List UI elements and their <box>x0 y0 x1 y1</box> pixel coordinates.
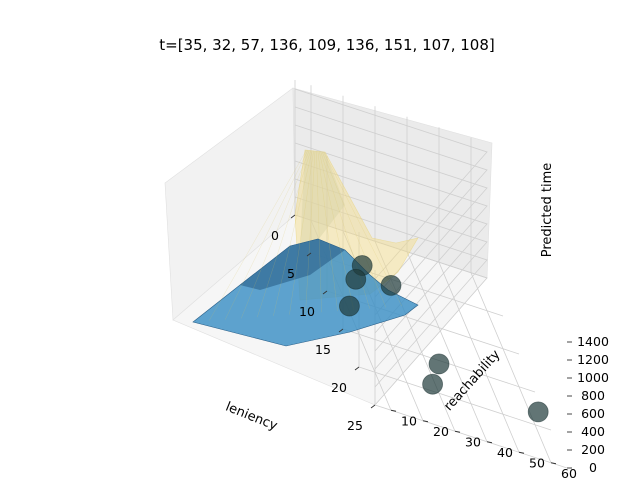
x-tick-label: 5 <box>287 266 295 281</box>
z-tick-label: 1000 <box>577 370 609 385</box>
x-axis-label: leniency <box>223 400 279 434</box>
y-tick-label: 20 <box>433 424 449 439</box>
gridline-z <box>294 214 488 406</box>
z-tick-label: 1400 <box>577 334 609 349</box>
y-tick-mark <box>486 441 493 444</box>
y-tick-label: 60 <box>561 466 577 480</box>
z-tick-label: 800 <box>581 388 605 403</box>
z-tick-label: 200 <box>581 442 605 457</box>
y-tick-label: 30 <box>465 434 481 449</box>
x-tick-mark <box>306 252 312 257</box>
data-point <box>345 268 367 290</box>
mesh-line <box>208 150 307 321</box>
mesh-line <box>316 151 322 313</box>
data-points <box>338 255 549 423</box>
y-tick-mark <box>550 462 557 465</box>
z-tick-label: 0 <box>589 460 597 475</box>
x-tick-mark <box>338 328 344 333</box>
gridline-z <box>294 196 488 388</box>
data-point <box>422 373 444 395</box>
x-tick-label: 25 <box>347 418 363 433</box>
x-tick-mark <box>322 290 328 295</box>
x-tick-label: 0 <box>271 228 279 243</box>
gridline-z <box>294 178 488 370</box>
z-tick-labels: 0 200 400 600 800 1000 1200 1400 <box>567 334 609 475</box>
z-axis-label: Predicted time <box>540 163 555 258</box>
x-tick-label: 10 <box>299 304 315 319</box>
mesh-line <box>273 150 313 316</box>
gridline-z <box>294 142 488 334</box>
data-point <box>428 353 450 375</box>
mesh-line <box>289 150 314 315</box>
surfaces <box>192 149 419 347</box>
y-tick-mark <box>518 451 525 454</box>
mesh-line <box>257 150 311 318</box>
y-tick-mark <box>390 409 397 412</box>
gridline-z <box>294 88 488 280</box>
z-tick-label: 600 <box>581 406 605 421</box>
data-point <box>527 401 549 423</box>
mesh-line <box>240 150 310 319</box>
y-tick-mark <box>454 430 461 433</box>
data-point <box>338 295 360 317</box>
blue-surface <box>192 238 419 347</box>
surface-mesh <box>208 150 403 321</box>
x-tick-labels: 0 5 10 15 20 25 <box>271 214 376 433</box>
yellow-surface-peak <box>300 150 345 250</box>
x-tick-mark <box>354 366 360 371</box>
x-tick-mark <box>290 214 296 219</box>
y-tick-label: 50 <box>529 455 545 470</box>
x-tick-label: 15 <box>315 342 331 357</box>
y-tick-mark <box>422 420 429 423</box>
mesh-line <box>305 150 316 314</box>
y-tick-label: 10 <box>401 413 417 428</box>
blue-surface-dark <box>240 239 345 290</box>
mesh-line <box>317 151 338 312</box>
z-tick-label: 400 <box>581 424 605 439</box>
mesh-line <box>321 151 387 308</box>
chart-title: t=[35, 32, 57, 136, 109, 136, 151, 107, … <box>159 36 495 54</box>
z-tick-label: 1200 <box>577 352 609 367</box>
x-tick-mark <box>370 404 376 409</box>
y-tick-label: 40 <box>497 445 513 460</box>
x-tick-label: 20 <box>331 380 347 395</box>
data-point <box>380 274 402 296</box>
gridline-z <box>294 106 488 298</box>
mesh-line <box>224 150 309 320</box>
gridline-z <box>294 124 488 316</box>
y-tick-labels: 10 20 30 40 50 60 <box>390 409 577 480</box>
